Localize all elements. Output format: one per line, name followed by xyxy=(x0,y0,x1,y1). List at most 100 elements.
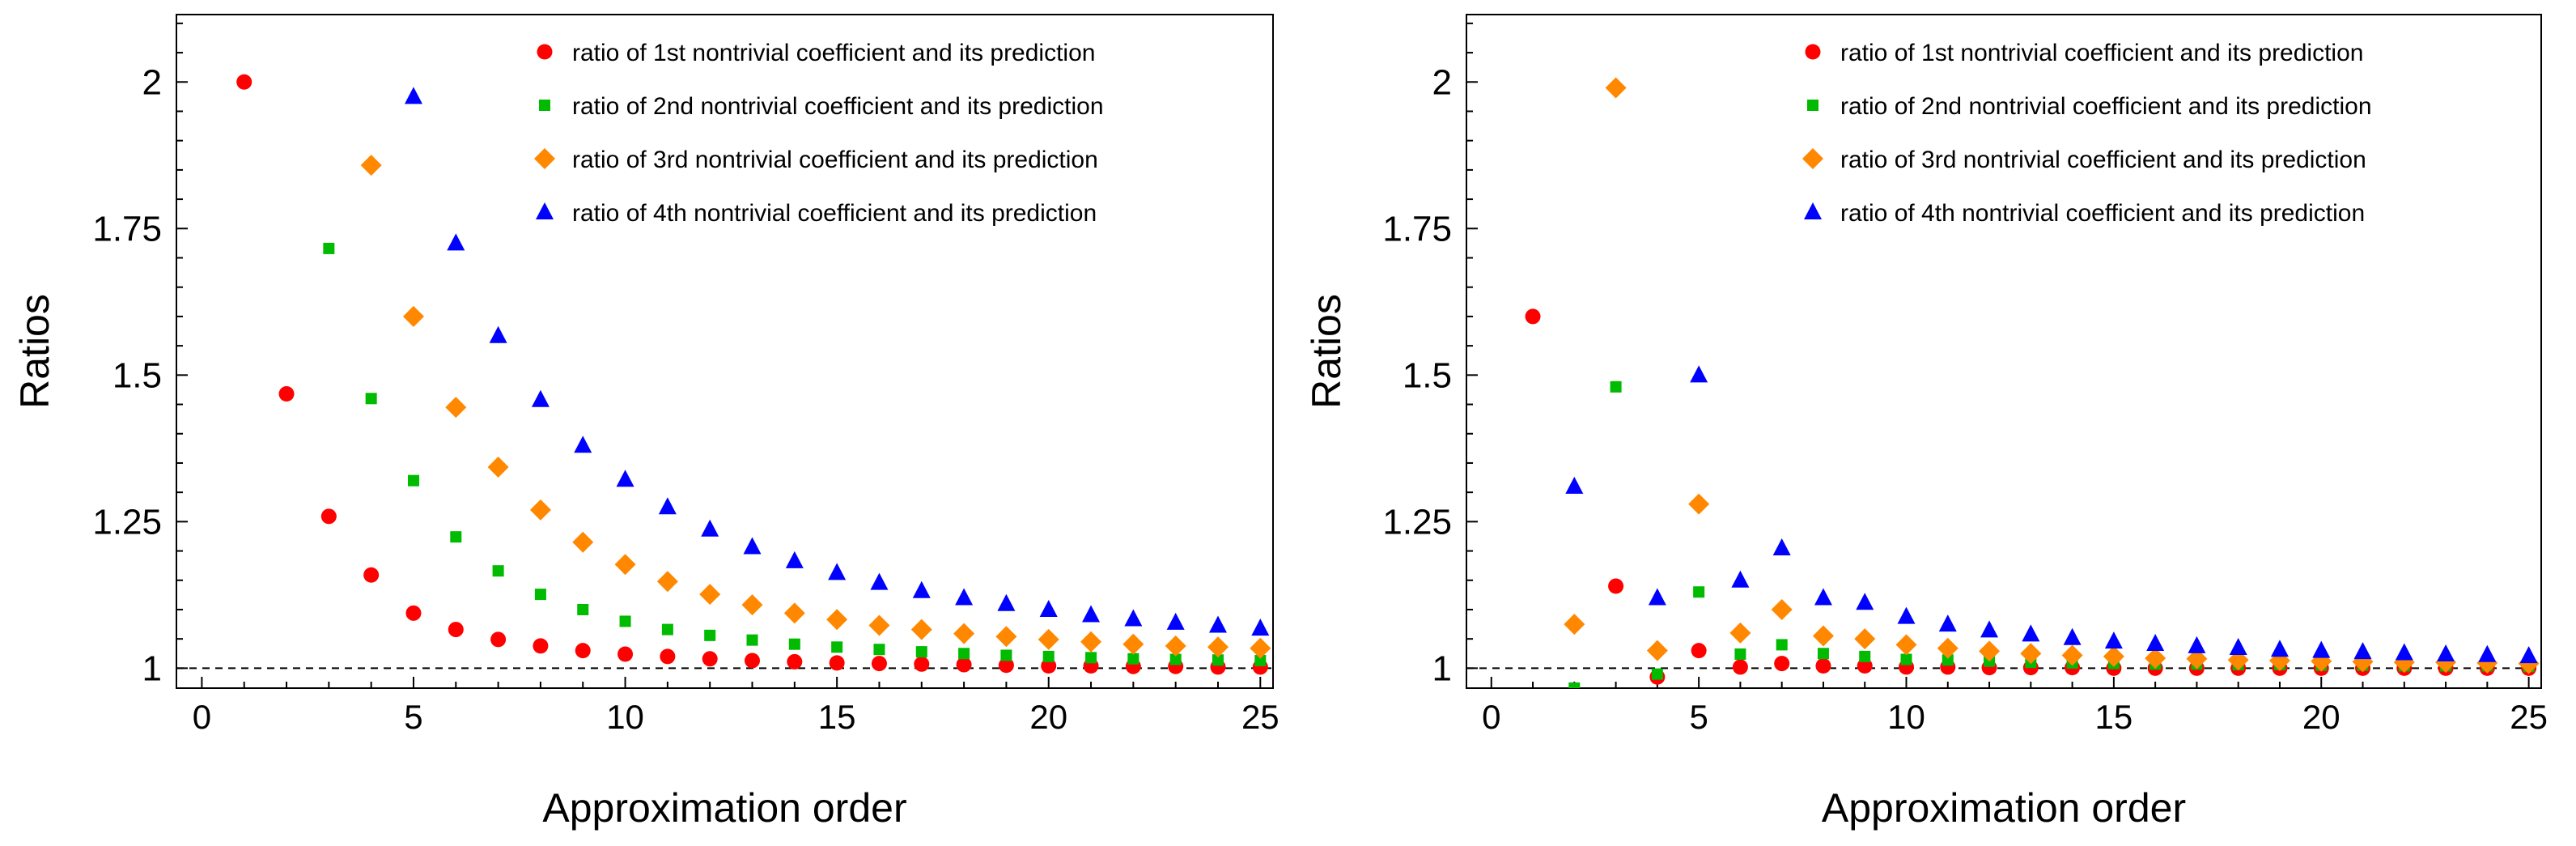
series-4-point xyxy=(2104,631,2123,649)
legend-label-series-4: ratio of 4th nontrivial coefficient and … xyxy=(1840,200,2365,227)
legend: ratio of 1st nontrivial coefficient and … xyxy=(534,40,1104,227)
series-4-point xyxy=(1856,593,1874,610)
y-tick-label: 1.25 xyxy=(92,502,162,542)
series-3-point xyxy=(1812,625,1834,647)
x-tick-label: 25 xyxy=(2510,698,2548,736)
series-4-point xyxy=(489,325,507,343)
series-4-point xyxy=(1565,476,1584,494)
series-4-point xyxy=(997,593,1016,611)
series-3-point xyxy=(1250,637,1271,659)
series-1-point xyxy=(956,657,972,673)
legend-label-series-2: ratio of 2nd nontrivial coefficient and … xyxy=(1840,93,2372,120)
series-4-point xyxy=(912,580,931,598)
series-3-point xyxy=(1165,635,1186,657)
legend-marker-series-4 xyxy=(536,202,554,219)
x-axis-title: Approximation order xyxy=(1822,785,2186,831)
series-4-point xyxy=(2312,640,2331,658)
series-3-point xyxy=(1605,77,1627,99)
series-3-point xyxy=(1688,493,1710,515)
series-3-point xyxy=(1207,636,1229,658)
y-tick-label: 1.75 xyxy=(1382,209,1452,249)
series-4-point xyxy=(616,470,634,487)
data-points xyxy=(1525,77,2540,688)
series-4-point xyxy=(2188,636,2206,653)
series-1-point xyxy=(745,653,761,669)
series-4-point xyxy=(2022,624,2040,642)
chart-panel-right: 0 5 10 15 20 25 1 1.25 1.5 1.75 2 Approximation ord… xyxy=(1304,14,2548,831)
series-2-point xyxy=(1127,653,1139,665)
series-1-point xyxy=(871,656,887,672)
y-tick-label: 1 xyxy=(1432,648,1452,688)
series-3-point xyxy=(2145,648,2166,670)
series-2-point xyxy=(873,644,885,656)
legend: ratio of 1st nontrivial coefficient and … xyxy=(1802,40,2372,227)
series-2-point xyxy=(704,629,716,641)
series-2-point xyxy=(788,638,800,650)
series-1-point xyxy=(617,646,634,662)
series-4-point xyxy=(785,551,804,568)
x-tick-label: 20 xyxy=(2302,698,2340,736)
series-2-point xyxy=(1900,653,1912,665)
series-2-point xyxy=(1651,668,1663,680)
series-2-point xyxy=(450,531,462,543)
series-3-point xyxy=(2020,643,2042,665)
chart-panel-left: 0 5 10 15 20 25 1 1.25 1.5 1.75 2 Approximation ord… xyxy=(12,14,1280,831)
series-4-point xyxy=(2395,643,2413,661)
series-4-point xyxy=(1648,588,1666,606)
series-3-point xyxy=(1080,631,1102,653)
series-2-point xyxy=(915,646,927,658)
legend-label-series-1: ratio of 1st nontrivial coefficient and … xyxy=(1840,40,2363,66)
series-2-point xyxy=(1212,654,1224,666)
series-1-point xyxy=(1691,643,1707,659)
series-2-point xyxy=(1000,649,1012,661)
series-2-point xyxy=(534,589,546,601)
x-tick-label: 10 xyxy=(606,698,644,736)
plot-frame xyxy=(1466,14,2542,689)
series-4-point xyxy=(2478,644,2497,662)
series-1-point xyxy=(405,605,422,621)
series-3-point xyxy=(529,499,551,521)
series-3-point xyxy=(826,609,848,631)
series-1-point xyxy=(787,653,803,670)
series-2-point xyxy=(1254,654,1267,666)
x-tick-label: 5 xyxy=(404,698,422,736)
series-4-point xyxy=(2270,640,2289,657)
series-4-point xyxy=(955,588,974,606)
series-2-point xyxy=(577,603,589,615)
series-4-point xyxy=(447,233,465,251)
data-points xyxy=(236,74,1271,675)
series-2-point xyxy=(1169,653,1182,665)
series-3-point xyxy=(783,602,805,624)
series-4-point xyxy=(1039,599,1058,617)
series-2-point xyxy=(407,474,419,487)
series-4-point xyxy=(1772,538,1791,555)
series-4-point xyxy=(1082,605,1101,623)
series-3-point xyxy=(1122,633,1144,655)
x-tick-label: 0 xyxy=(193,698,211,736)
series-3-point xyxy=(402,305,424,327)
x-tick-label: 15 xyxy=(2095,698,2133,736)
series-4-point xyxy=(1690,365,1708,383)
legend-label-series-2: ratio of 2nd nontrivial coefficient and … xyxy=(572,93,1104,120)
series-3-point xyxy=(445,397,467,419)
series-4-point xyxy=(2437,644,2455,662)
x-tick-label: 5 xyxy=(1689,698,1708,736)
series-3-point xyxy=(1979,640,2001,662)
legend-marker-series-3 xyxy=(534,148,555,169)
series-2-point xyxy=(661,623,673,636)
y-tick-label: 1 xyxy=(142,648,162,688)
x-tick-label: 15 xyxy=(818,698,856,736)
series-2-point xyxy=(746,634,758,646)
series-1-point xyxy=(1608,578,1624,594)
series-4-point xyxy=(828,563,847,580)
series-1-point xyxy=(998,657,1014,674)
legend-label-series-3: ratio of 3rd nontrivial coefficient and … xyxy=(1840,147,2366,173)
y-tick-label: 1.5 xyxy=(1403,355,1452,395)
series-1-point xyxy=(490,631,507,648)
series-3-point xyxy=(699,584,721,606)
series-1-point xyxy=(660,648,676,665)
series-1-point xyxy=(1525,308,1541,325)
series-1-point xyxy=(829,655,845,671)
x-tick-label: 20 xyxy=(1029,698,1067,736)
x-tick-label: 10 xyxy=(1887,698,1925,736)
